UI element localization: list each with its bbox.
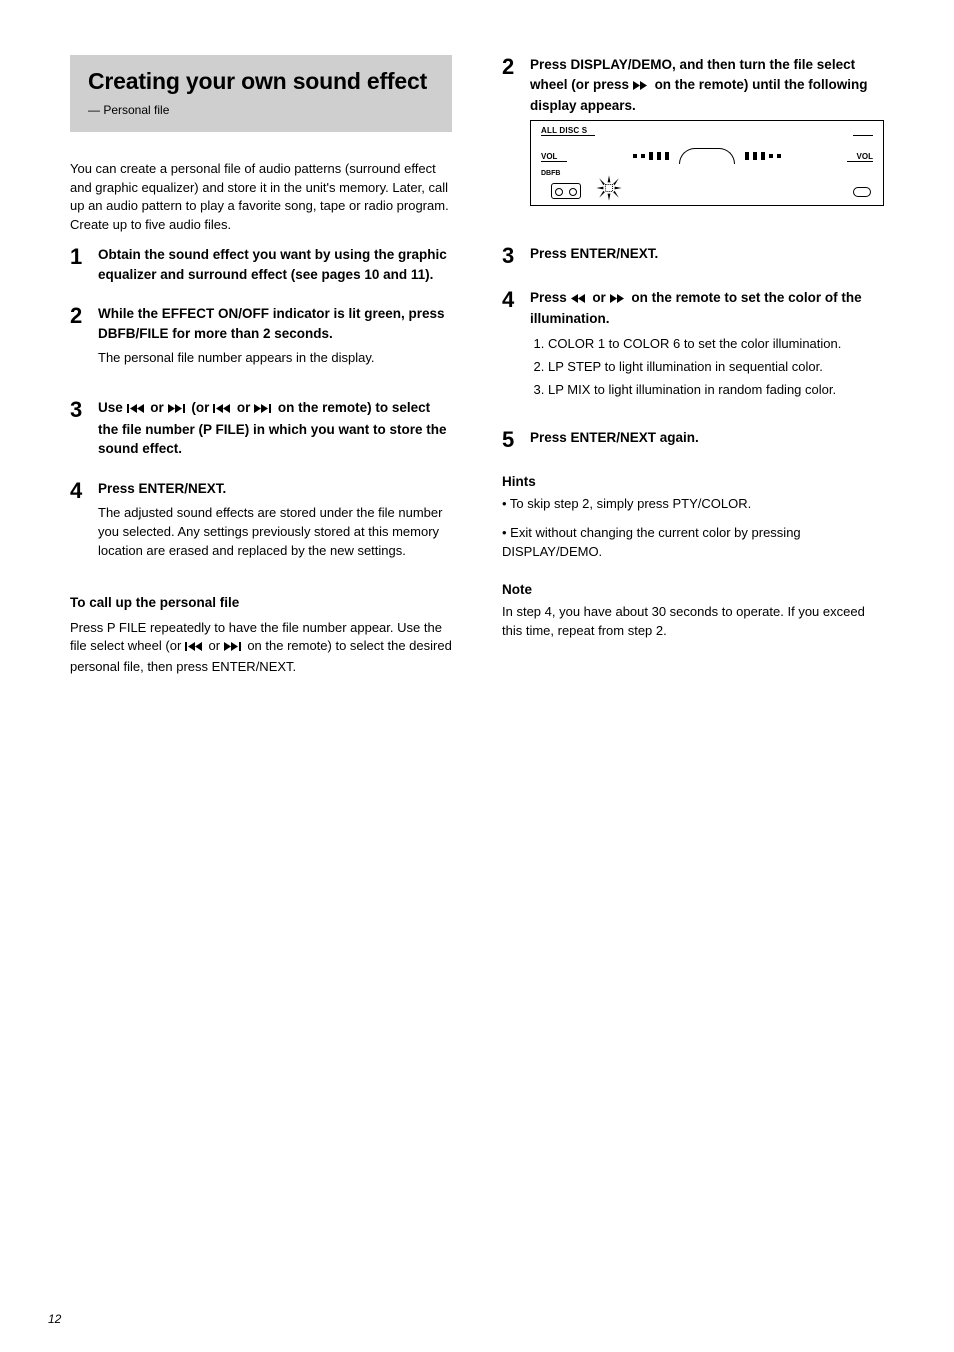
step-3-right-head: Press ENTER/NEXT. [530, 244, 884, 264]
option-3: LP MIX to light illumination in random f… [548, 381, 884, 400]
cassette-icon [551, 183, 581, 199]
option-2: LP STEP to light illumination in sequent… [548, 358, 884, 377]
step-3-left: 3 Use or (or [70, 398, 452, 459]
step-4-left-head: Press ENTER/NEXT. [98, 479, 452, 499]
hints-heading: Hints [502, 472, 884, 492]
next-track-icon [168, 400, 188, 420]
note-body: In step 4, you have about 30 seconds to … [502, 603, 884, 641]
step-2-right-head: Press DISPLAY/DEMO, and then turn the fi… [530, 55, 884, 116]
step-4-right-head: Press or on the remote to set the color … [530, 288, 884, 329]
section-subtitle: — Personal file [88, 102, 438, 119]
fast-forward-icon [633, 77, 651, 97]
disc-icon [679, 148, 735, 164]
step-2-left: 2 While the EFFECT ON/OFF indicator is l… [70, 304, 452, 378]
step-number: 3 [70, 398, 98, 459]
step-4-options: COLOR 1 to COLOR 6 to set the color illu… [530, 335, 884, 400]
step3-tail: (or [191, 400, 213, 415]
step-number: 3 [502, 244, 530, 268]
section-heading: Creating your own sound effect — Persona… [70, 55, 452, 132]
step-4-right: 4 Press or on the remote to set the [502, 288, 884, 408]
intro-text: You can create a personal file of audio … [70, 160, 452, 235]
step-4-left: 4 Press ENTER/NEXT. The adjusted sound e… [70, 479, 452, 571]
spectrum-bar [565, 145, 849, 167]
dbfb-label: DBFB [541, 169, 560, 179]
next-track-icon [254, 400, 274, 420]
r-step4-pre: Press [530, 290, 571, 305]
flash-highlight-icon [593, 174, 625, 202]
step3-or: or [237, 400, 254, 415]
step-2-left-body: The personal file number appears in the … [98, 349, 452, 368]
rewind-icon [571, 290, 589, 310]
right-column: 2 Press DISPLAY/DEMO, and then turn the … [502, 55, 884, 687]
step3-pre: Use [98, 400, 127, 415]
prev-track-icon [213, 400, 233, 420]
repeat-icon [853, 187, 871, 197]
step-2-left-head: While the EFFECT ON/OFF indicator is lit… [98, 304, 452, 343]
prev-track-icon [185, 639, 205, 658]
fast-forward-icon [610, 290, 628, 310]
step-number: 5 [502, 428, 530, 452]
step-number: 2 [70, 304, 98, 378]
step-1-text: Obtain the sound effect you want by usin… [98, 245, 452, 284]
prev-track-icon [127, 400, 147, 420]
step-5-right-head: Press ENTER/NEXT again. [530, 428, 884, 448]
recall-mid: or [209, 638, 224, 653]
next-track-icon [224, 639, 244, 658]
step-2-right: 2 Press DISPLAY/DEMO, and then turn the … [502, 55, 884, 224]
r-step4-mid: or [592, 290, 609, 305]
note-heading: Note [502, 580, 884, 600]
left-column: Creating your own sound effect — Persona… [70, 55, 452, 687]
step-number: 4 [70, 479, 98, 571]
step-number: 4 [502, 288, 530, 408]
page-number: 12 [48, 1311, 61, 1328]
section-title: Creating your own sound effect [88, 65, 438, 98]
step-1: 1 Obtain the sound effect you want by us… [70, 245, 452, 284]
subsection-body: Press P FILE repeatedly to have the file… [70, 619, 452, 678]
display-illustration: ALL DISC S VOL VOL [530, 120, 884, 206]
step-5-right: 5 Press ENTER/NEXT again. [502, 428, 884, 452]
step-number: 2 [502, 55, 530, 224]
step3-mid: or [150, 400, 167, 415]
subsection-head: To call up the personal file [70, 593, 452, 613]
step-3-right: 3 Press ENTER/NEXT. [502, 244, 884, 268]
step-3-left-head: Use or (or [98, 398, 452, 459]
step-number: 1 [70, 245, 98, 284]
step-4-left-body: The adjusted sound effects are stored un… [98, 504, 452, 561]
hint-2: • Exit without changing the current colo… [502, 524, 884, 562]
option-1: COLOR 1 to COLOR 6 to set the color illu… [548, 335, 884, 354]
hint-1: • To skip step 2, simply press PTY/COLOR… [502, 495, 884, 514]
